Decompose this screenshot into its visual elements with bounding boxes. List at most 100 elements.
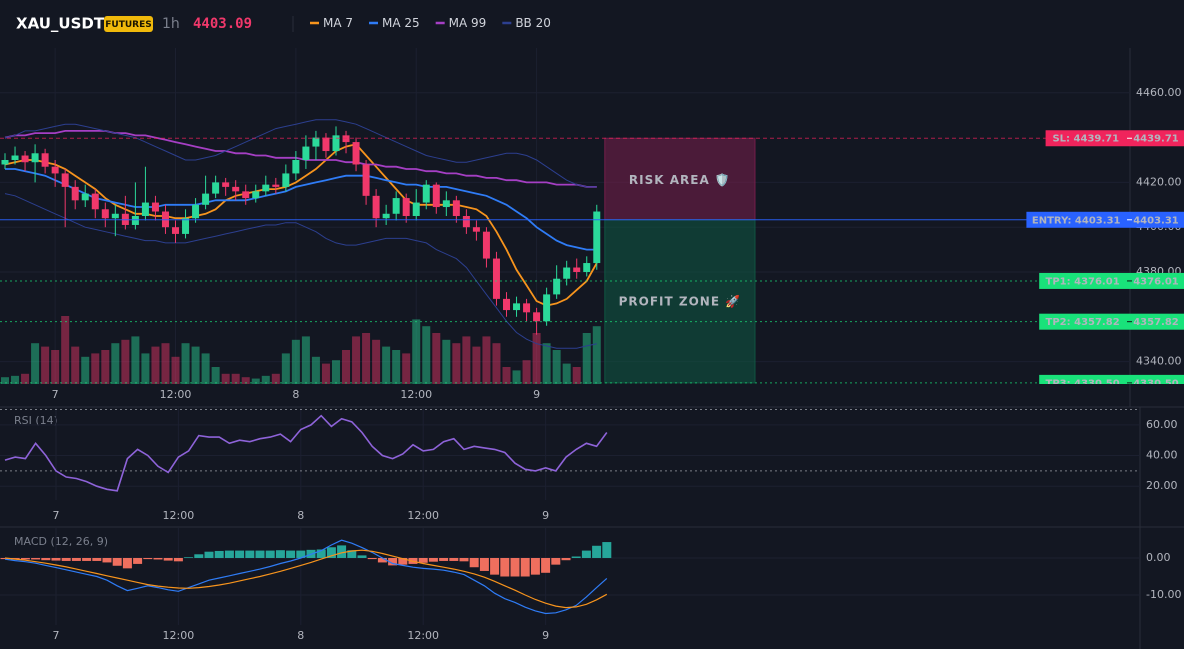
candle-body	[81, 193, 89, 201]
volume-bar	[31, 343, 40, 384]
volume-bar	[41, 346, 50, 384]
zone	[604, 137, 756, 221]
level-label: SL: 4439.71	[1052, 134, 1119, 145]
last-price: 4403.09	[193, 16, 252, 32]
macd-hist-bar	[581, 550, 591, 558]
candle-body	[442, 200, 450, 208]
price-tag-bg	[1126, 272, 1184, 289]
macd-hist-bar	[184, 557, 194, 558]
x-tick-label: 9	[542, 629, 549, 642]
level-label: TP3: 4330.50	[1046, 378, 1120, 389]
volume-bar	[291, 339, 300, 384]
macd-hist-bar	[245, 550, 255, 558]
candle-body	[232, 186, 240, 192]
zone-label: RISK AREA 🛡️	[629, 173, 731, 187]
volume-bar	[522, 360, 531, 384]
candle-body	[593, 211, 601, 264]
macd-hist-bar	[500, 557, 510, 577]
macd-hist-bar	[479, 557, 489, 571]
level-tag: SL: 4439.71 4439.71	[1045, 130, 1184, 147]
level-label: TP1: 4376.01	[1046, 276, 1120, 287]
level-label: ENTRY: 4403.31	[1032, 215, 1121, 226]
candle-body	[543, 294, 551, 322]
y-tick-label: 60.00	[1146, 418, 1178, 431]
candle-body	[242, 191, 250, 199]
macd-hist-bar	[71, 557, 81, 561]
volume-bar	[422, 326, 431, 384]
volume-bar	[472, 346, 481, 384]
macd-hist-bar	[163, 557, 173, 561]
price-tag: 4403.31	[1133, 215, 1179, 226]
macd-hist-bar	[102, 557, 112, 563]
macd-hist-bar	[194, 554, 204, 558]
volume-bar	[502, 367, 511, 384]
badge: FUTURES	[105, 20, 151, 30]
volume-bar	[362, 333, 371, 384]
volume-bar	[271, 373, 280, 384]
candle-body	[1, 160, 9, 165]
price-tag-bg	[1126, 211, 1184, 228]
macd-hist-bar	[561, 557, 571, 561]
candle-body	[452, 200, 460, 216]
candle-body	[101, 209, 109, 219]
candle-body	[382, 213, 390, 219]
volume-bar	[562, 363, 571, 384]
x-tick-label: 9	[533, 388, 540, 401]
x-tick-label: 12:00	[163, 629, 195, 642]
volume-bar	[81, 356, 90, 384]
candle-body	[513, 303, 521, 311]
volume-bar	[51, 350, 60, 384]
candle-body	[472, 227, 480, 232]
symbol: XAU_USDT	[16, 15, 105, 33]
level-tag: TP3: 4330.50 4330.50	[1039, 374, 1184, 389]
candle-body	[523, 303, 531, 313]
y-tick-label: 0.00	[1146, 551, 1171, 564]
x-tick-label: 12:00	[160, 388, 192, 401]
level-tag: TP2: 4357.82 4357.82	[1039, 313, 1184, 330]
macd-hist-bar	[224, 550, 234, 558]
candle-body	[462, 216, 470, 228]
volume-bar	[191, 346, 200, 384]
macd-hist-bar	[347, 550, 357, 558]
candle-body	[182, 218, 190, 234]
macd-hist-bar	[316, 549, 326, 558]
level-label: TP2: 4357.82	[1046, 317, 1120, 328]
macd-hist-bar	[143, 557, 153, 560]
volume-bar	[11, 375, 20, 384]
volume-bar	[331, 360, 340, 384]
macd-hist-bar	[173, 557, 183, 562]
volume-bar	[311, 356, 320, 384]
level-label-bg	[1039, 313, 1126, 330]
candle-body	[222, 182, 230, 187]
macd-hist-bar	[275, 550, 285, 558]
price-tag: 4439.71	[1133, 134, 1179, 145]
volume-bar	[111, 343, 120, 384]
volume-bar	[61, 316, 70, 384]
candle-body	[212, 182, 220, 194]
level-label-bg	[1039, 272, 1126, 289]
volume-bar	[261, 375, 270, 384]
ma-line	[5, 168, 597, 251]
macd-hist-bar	[398, 557, 408, 565]
volume-bar	[532, 333, 541, 384]
candle-body	[71, 186, 79, 201]
volume-bar	[582, 333, 591, 384]
candle-body	[412, 202, 420, 216]
candle-body	[503, 298, 510, 311]
volume-bar	[352, 336, 361, 384]
macd-hist-bar	[61, 557, 71, 561]
macd-title: MACD (12, 26, 9)	[14, 535, 108, 548]
y-tick-label: 20.00	[1146, 479, 1178, 492]
legend-label: BB 20	[515, 16, 551, 30]
x-tick-label: 8	[297, 509, 304, 522]
volume-bar	[181, 343, 190, 384]
y-tick-label: 4340.00	[1136, 355, 1182, 368]
volume-bar	[392, 350, 401, 384]
candle-body	[563, 267, 571, 279]
bb-lower	[4, 193, 597, 349]
volume-bar	[241, 377, 250, 384]
candle-body	[252, 191, 260, 199]
volume-bar	[251, 378, 260, 384]
candle-body	[492, 258, 500, 299]
